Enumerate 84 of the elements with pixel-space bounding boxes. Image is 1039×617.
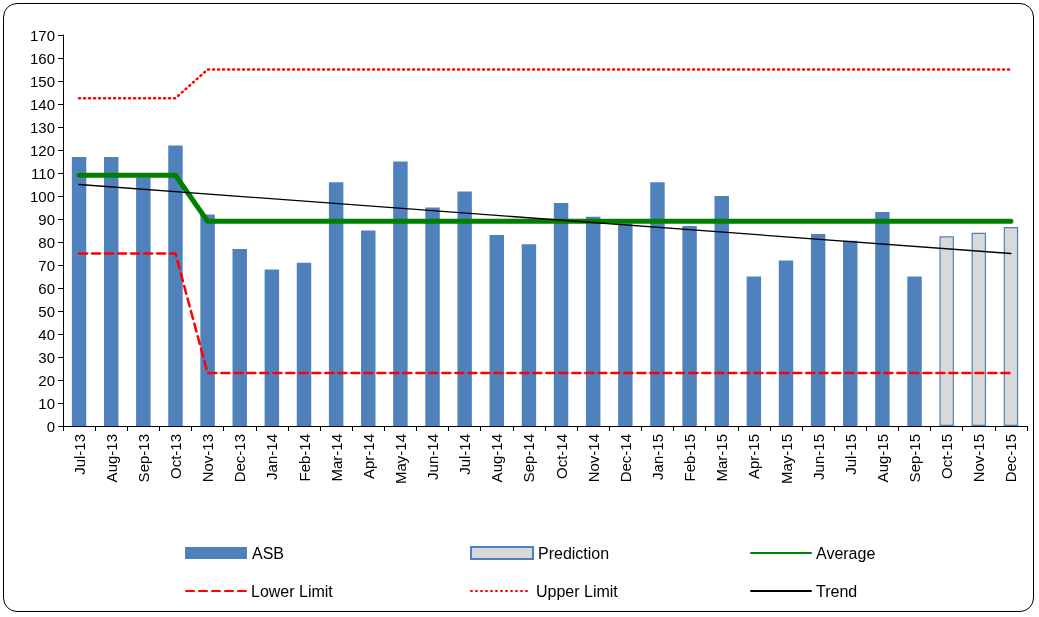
x-tick-label: Aug-15 [873,434,891,483]
bar [264,269,280,426]
bar [168,145,183,426]
y-tick-label: 20 [38,371,55,389]
y-tick-label: 130 [29,118,55,136]
x-tick-label: Mar-14 [327,434,345,482]
bar [103,156,119,426]
bar [1003,227,1019,426]
y-tick-label: 30 [38,348,55,366]
y-tick-label: 140 [29,95,55,113]
x-tick-label: Nov-13 [199,434,217,483]
x-tick-label: Sep-13 [134,434,152,483]
y-tick-label: 80 [38,233,55,251]
bar [907,276,922,426]
bar [810,233,826,426]
bar [939,236,954,426]
x-tick-label: Dec-14 [616,434,634,483]
bar [585,216,601,426]
x-tick-label: Mar-15 [713,434,731,482]
bar [71,156,87,426]
bar [136,177,151,426]
x-tick-label: Jun-14 [424,434,442,480]
x-tick-label: Aug-14 [488,434,506,483]
bar [553,202,569,426]
y-tick-label: 170 [29,26,55,44]
x-tick-label: Feb-15 [681,434,699,482]
bar [328,182,344,426]
y-tick-label: 50 [38,302,55,320]
x-tick-label: May-14 [391,434,409,485]
bar [232,248,247,426]
bar [650,182,665,426]
bar [200,214,215,426]
x-tick-label: Sep-15 [906,434,924,483]
x-tick-label: Feb-14 [295,434,313,482]
x-tick-label: Jan-15 [648,434,666,480]
bar [971,232,987,426]
y-tick-label: 120 [29,141,55,159]
y-tick-label: 160 [29,49,55,67]
y-tick-label: 150 [29,72,55,90]
bar [714,196,729,426]
y-tick-label: 10 [38,394,55,412]
legend-label: Prediction [538,544,610,562]
x-tick-label: Nov-14 [584,434,602,483]
bar [875,212,890,426]
bar [361,230,376,426]
legend-label: ASB [252,544,285,562]
bar [457,191,472,426]
legend-label: Average [816,544,876,562]
bar [521,244,537,426]
y-tick-label: 60 [38,279,55,297]
x-tick-label: Dec-13 [231,434,249,483]
y-tick-label: 100 [29,187,55,205]
bar [843,240,858,426]
x-tick-label: Apr-15 [745,434,763,480]
x-tick-label: Jul-15 [841,434,859,475]
x-tick-label: Sep-14 [520,434,538,483]
bar [393,161,408,426]
x-tick-label: Dec-15 [1002,434,1020,483]
bar [778,260,794,426]
x-tick-label: Jan-14 [263,434,281,480]
bar [618,223,633,426]
x-tick-label: Oct-14 [552,434,570,480]
bar [296,262,312,426]
bar [489,235,505,426]
x-tick-label: Oct-13 [166,434,184,480]
x-tick-label: Jun-15 [809,434,827,480]
x-tick-label: Apr-14 [359,434,377,480]
legend-label: Upper Limit [536,582,619,600]
bar [425,207,440,426]
x-tick-label: Oct-15 [938,434,956,480]
x-tick-label: Jul-13 [70,434,88,475]
x-tick-label: Nov-15 [970,434,988,483]
y-tick-label: 40 [38,325,55,343]
y-tick-label: 110 [31,164,55,182]
y-tick-label: 90 [38,210,55,228]
x-tick-label: Jul-14 [456,434,474,475]
bar [682,225,697,426]
y-tick-label: 0 [46,417,55,435]
bar [746,276,762,426]
legend-label: Trend [816,582,858,600]
y-tick-label: 70 [38,256,55,274]
legend-label: Lower Limit [251,582,334,600]
x-tick-label: Aug-13 [102,434,120,483]
x-tick-label: May-15 [777,434,795,485]
